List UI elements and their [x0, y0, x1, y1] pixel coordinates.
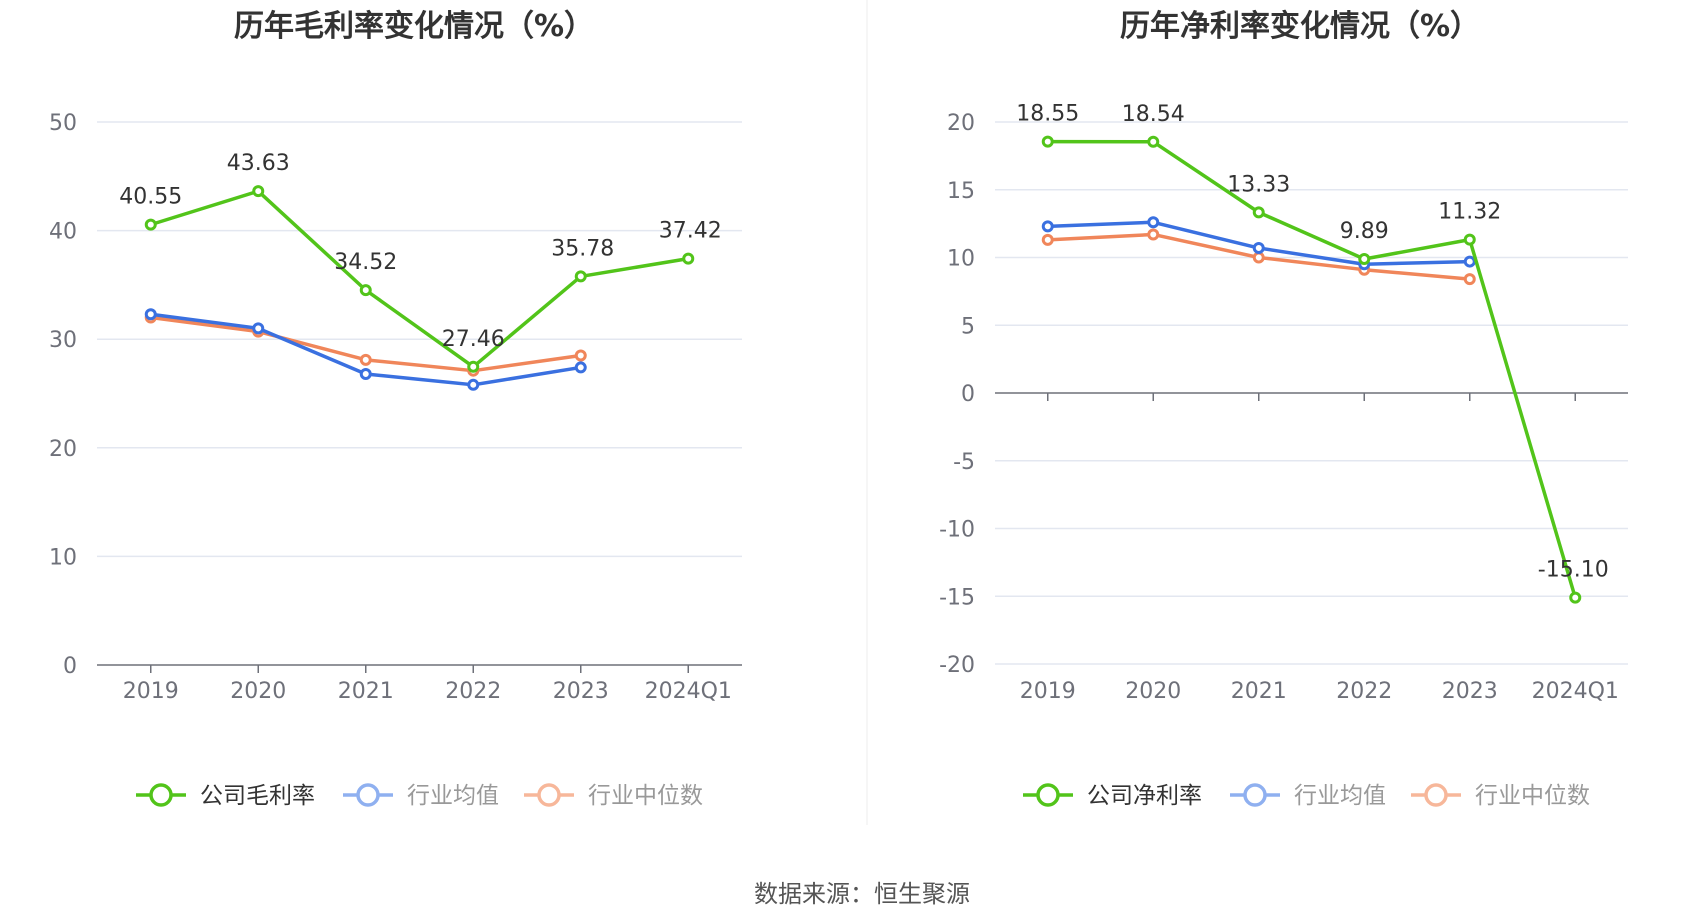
- data-point: [144, 308, 157, 321]
- x-tick-label: 2023: [553, 679, 609, 704]
- legend-label: 行业中位数: [1475, 783, 1590, 809]
- y-tick-label: 15: [947, 179, 975, 204]
- x-tick-label: 2020: [230, 679, 286, 704]
- data-label: 9.89: [1340, 219, 1389, 244]
- data-point: [1252, 206, 1265, 219]
- y-tick-label: 0: [961, 382, 975, 407]
- legend-marker: [149, 783, 173, 807]
- data-point: [1358, 252, 1371, 265]
- data-point: [467, 360, 480, 373]
- legend-label: 行业中位数: [588, 783, 703, 809]
- data-label: 18.54: [1122, 102, 1185, 127]
- y-tick-label: 40: [49, 220, 77, 245]
- data-point: [1147, 216, 1160, 229]
- chart-title-gross: 历年毛利率变化情况（%）: [234, 9, 594, 44]
- x-tick-label: 2020: [1125, 679, 1181, 704]
- legend-marker: [356, 783, 380, 807]
- data-point: [1569, 591, 1582, 604]
- legend-marker: [1424, 783, 1448, 807]
- data-point: [467, 378, 480, 391]
- data-point: [359, 353, 372, 366]
- y-tick-label: 10: [49, 545, 77, 570]
- legend-label: 公司毛利率: [200, 783, 315, 809]
- data-label: 35.78: [551, 236, 614, 261]
- y-tick-label: -5: [953, 450, 975, 475]
- data-point: [574, 270, 587, 283]
- data-point: [252, 322, 265, 335]
- data-label: 40.55: [119, 185, 182, 210]
- legend-item[interactable]: 行业中位数: [1411, 783, 1590, 809]
- x-tick-label: 2023: [1442, 679, 1498, 704]
- data-point: [1463, 255, 1476, 268]
- data-label: 11.32: [1438, 200, 1501, 225]
- legend-item[interactable]: 公司净利率: [1023, 783, 1202, 809]
- series-line: [150, 189, 689, 369]
- x-tick-label: 2021: [1231, 679, 1287, 704]
- data-label: 43.63: [227, 151, 290, 176]
- data-label: -15.10: [1538, 558, 1609, 583]
- data-label: 34.52: [334, 250, 397, 275]
- data-point: [359, 367, 372, 380]
- chart-title-net: 历年净利率变化情况（%）: [1120, 9, 1480, 44]
- data-label: 37.42: [659, 219, 722, 244]
- legend-marker: [537, 783, 561, 807]
- data-point: [1041, 233, 1054, 246]
- y-tick-label: 0: [63, 654, 77, 679]
- data-label: 18.55: [1016, 102, 1079, 127]
- y-tick-label: 20: [947, 111, 975, 136]
- y-tick-label: -15: [939, 585, 975, 610]
- x-tick-label: 2024Q1: [1532, 679, 1619, 704]
- legend-marker: [1243, 783, 1267, 807]
- legend-marker: [1036, 783, 1060, 807]
- data-label: 27.46: [442, 327, 505, 352]
- data-point: [682, 252, 695, 265]
- data-point: [1252, 242, 1265, 255]
- data-point: [1041, 220, 1054, 233]
- data-point: [1147, 135, 1160, 148]
- legend-label: 行业均值: [407, 783, 499, 809]
- series-line: [1047, 139, 1577, 599]
- data-point: [1463, 233, 1476, 246]
- legend-label: 公司净利率: [1087, 783, 1202, 809]
- y-tick-label: -20: [939, 653, 975, 678]
- legend-item[interactable]: 公司毛利率: [136, 783, 315, 809]
- y-tick-label: 20: [49, 437, 77, 462]
- data-label: 13.33: [1227, 172, 1290, 197]
- data-point: [1252, 251, 1265, 264]
- data-point: [574, 349, 587, 362]
- x-tick-label: 2022: [1336, 679, 1392, 704]
- y-tick-label: 30: [49, 328, 77, 353]
- x-tick-label: 2024Q1: [645, 679, 732, 704]
- legend-label: 行业均值: [1294, 783, 1386, 809]
- data-point: [1147, 228, 1160, 241]
- data-point: [574, 361, 587, 374]
- y-tick-label: 10: [947, 247, 975, 272]
- data-point: [359, 284, 372, 297]
- data-source: 数据来源：恒生聚源: [754, 880, 970, 908]
- x-tick-label: 2022: [445, 679, 501, 704]
- data-point: [1463, 273, 1476, 286]
- x-tick-label: 2019: [123, 679, 179, 704]
- y-tick-label: -10: [939, 518, 975, 543]
- y-tick-label: 50: [49, 111, 77, 136]
- gross-margin-chart: 0 10 20 30 40 50 2019 2020 2021 2022 2023 2024Q1 40.…: [49, 111, 742, 809]
- legend-item[interactable]: 行业均值: [1230, 783, 1386, 809]
- net-margin-chart: -20 -15 -10 -5 0 5 10 15 20 2019 2020 2021 2022 2023 2…: [939, 102, 1628, 809]
- x-tick-label: 2019: [1020, 679, 1076, 704]
- data-point: [252, 185, 265, 198]
- x-tick-label: 2021: [338, 679, 394, 704]
- legend-item[interactable]: 行业中位数: [524, 783, 703, 809]
- legend-item[interactable]: 行业均值: [343, 783, 499, 809]
- data-point: [1041, 135, 1054, 148]
- data-point: [144, 218, 157, 231]
- y-tick-label: 5: [961, 314, 975, 339]
